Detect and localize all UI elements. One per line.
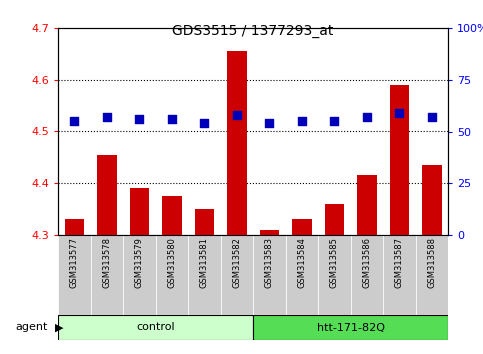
Bar (292, 219, 312, 235)
Bar (195, 209, 214, 235)
Point (200, 120, 208, 126)
Bar (422, 165, 441, 235)
Text: GSM313578: GSM313578 (102, 238, 111, 289)
Bar (123, 235, 156, 315)
Text: GSM313588: GSM313588 (427, 238, 436, 289)
Bar (357, 176, 377, 235)
Bar (253, 235, 285, 315)
Point (233, 112, 241, 118)
Text: GSM313581: GSM313581 (200, 238, 209, 288)
Bar (227, 51, 246, 235)
Bar (65, 219, 84, 235)
Bar (221, 235, 253, 315)
Point (363, 114, 370, 120)
Point (135, 116, 143, 122)
Text: htt-171-82Q: htt-171-82Q (316, 322, 384, 332)
Text: GDS3515 / 1377293_at: GDS3515 / 1377293_at (172, 24, 334, 38)
Text: GSM313582: GSM313582 (232, 238, 241, 288)
Bar (351, 235, 383, 315)
Bar (162, 196, 182, 235)
Bar (253, 315, 448, 340)
Point (265, 120, 273, 126)
Bar (318, 235, 351, 315)
Bar (383, 235, 415, 315)
Point (396, 110, 403, 116)
Text: control: control (136, 322, 175, 332)
Text: GSM313577: GSM313577 (70, 238, 79, 289)
Point (103, 114, 111, 120)
Bar (285, 235, 318, 315)
Point (71, 118, 78, 124)
Bar (58, 315, 253, 340)
Bar (129, 188, 149, 235)
Text: agent: agent (16, 322, 48, 332)
Bar (90, 235, 123, 315)
Bar (188, 235, 221, 315)
Text: GSM313585: GSM313585 (330, 238, 339, 288)
Bar (156, 235, 188, 315)
Text: ▶: ▶ (56, 322, 64, 332)
Text: GSM313583: GSM313583 (265, 238, 274, 289)
Bar (97, 155, 116, 235)
Bar (58, 235, 90, 315)
Bar (415, 235, 448, 315)
Bar (389, 85, 409, 235)
Point (330, 118, 338, 124)
Text: GSM313580: GSM313580 (167, 238, 176, 288)
Bar (325, 204, 344, 235)
Text: GSM313587: GSM313587 (395, 238, 404, 289)
Point (298, 118, 306, 124)
Bar (259, 230, 279, 235)
Point (168, 116, 176, 122)
Text: GSM313586: GSM313586 (362, 238, 371, 289)
Point (428, 114, 436, 120)
Text: GSM313584: GSM313584 (297, 238, 306, 288)
Text: GSM313579: GSM313579 (135, 238, 144, 288)
